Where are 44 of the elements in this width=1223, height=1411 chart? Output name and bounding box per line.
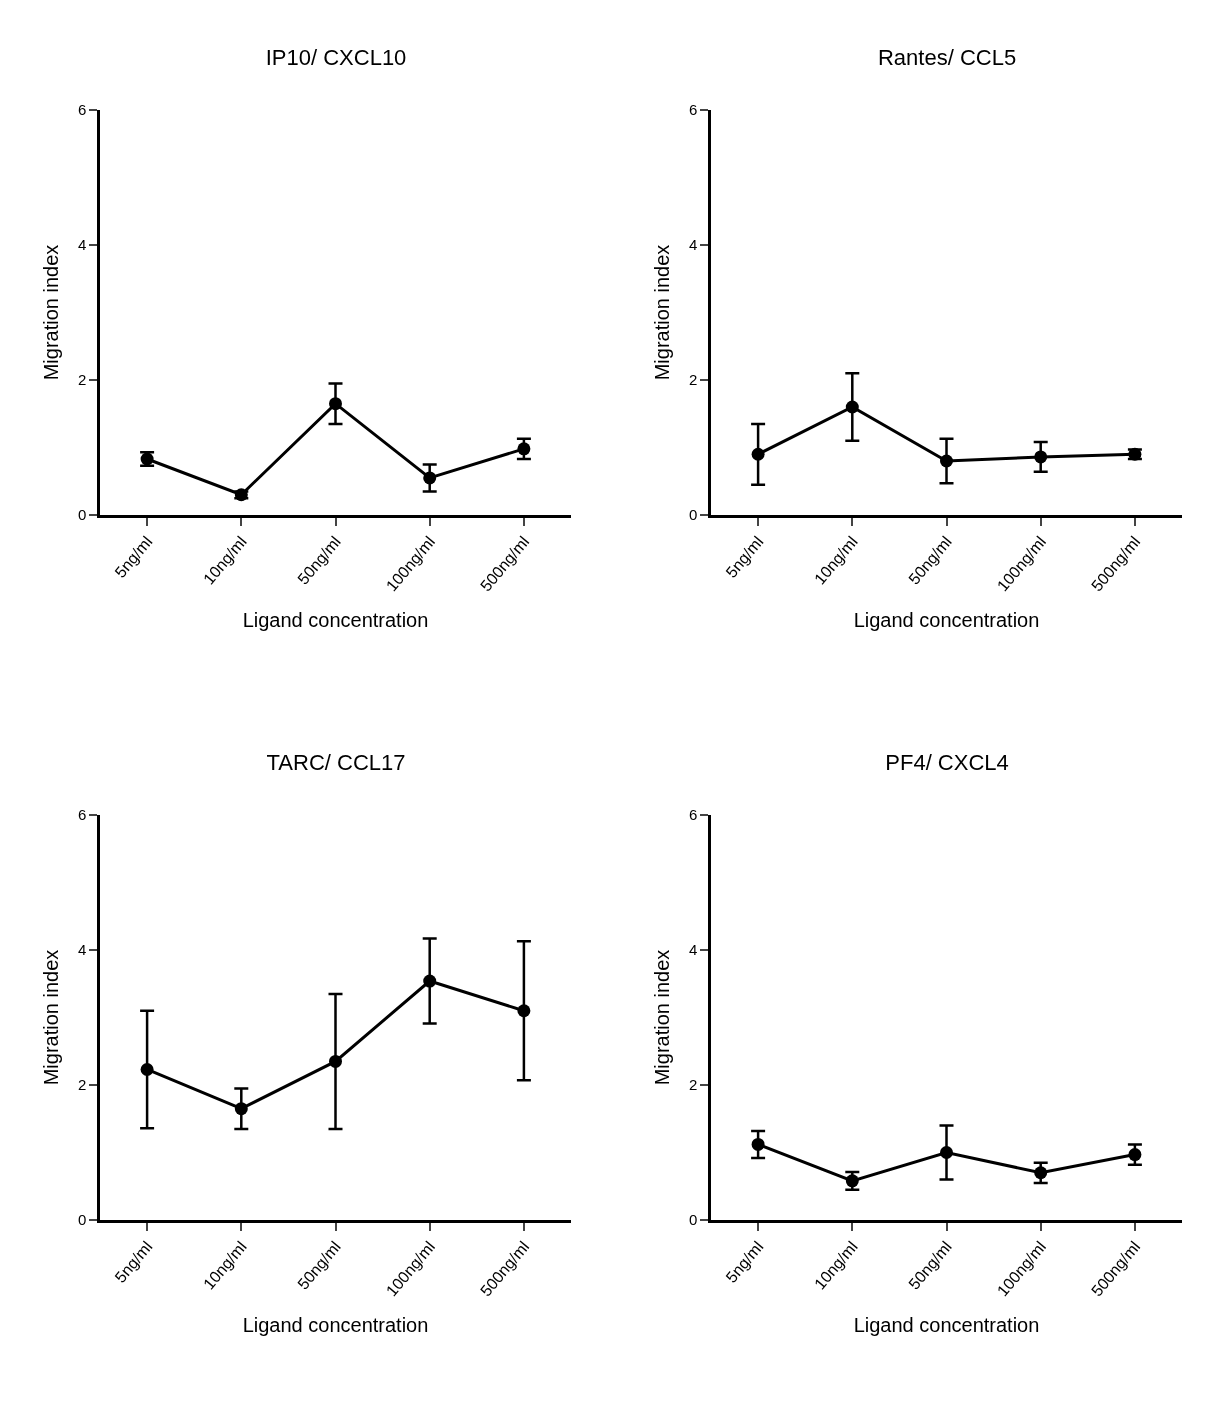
point <box>940 454 953 468</box>
point <box>329 397 342 411</box>
point <box>940 1146 953 1159</box>
chart-title: PF4/ CXCL4 <box>885 749 1009 775</box>
y-tick-label: 6 <box>688 806 698 824</box>
y-tick-label: 4 <box>688 941 698 959</box>
chart-title: IP10/ CXCL10 <box>265 44 407 70</box>
y-tick-label: 2 <box>77 371 87 389</box>
point <box>234 1102 248 1116</box>
point <box>517 442 531 456</box>
chart-title: Rantes/ CCL5 <box>877 44 1017 70</box>
y-axis-title: Migration index <box>40 244 63 381</box>
y-tick-label: 4 <box>77 236 87 254</box>
y-tick-label: 4 <box>688 236 698 254</box>
point <box>845 400 859 414</box>
x-axis-title: Ligand concentration <box>853 608 1040 631</box>
x-axis-title: Ligand concentration <box>242 608 429 631</box>
y-tick-label: 0 <box>688 1211 698 1229</box>
y-tick-label: 6 <box>688 101 698 119</box>
y-tick-label: 0 <box>77 506 87 524</box>
point <box>517 1004 531 1018</box>
point <box>1034 1166 1048 1180</box>
y-tick-label: 4 <box>77 941 87 959</box>
point <box>751 447 765 461</box>
y-tick-label: 2 <box>688 371 698 389</box>
point <box>140 1062 154 1076</box>
point <box>423 471 437 485</box>
point <box>423 974 437 988</box>
y-tick-label: 6 <box>77 101 87 119</box>
y-tick-label: 2 <box>688 1076 698 1094</box>
y-tick-label: 0 <box>77 1211 87 1229</box>
y-tick-label: 6 <box>77 806 87 824</box>
x-axis-title: Ligand concentration <box>242 1313 429 1336</box>
point <box>1128 1148 1142 1162</box>
y-tick-label: 0 <box>688 506 698 524</box>
y-tick-label: 2 <box>77 1076 87 1094</box>
y-axis-title: Migration index <box>651 244 674 381</box>
x-axis-title: Ligand concentration <box>853 1313 1040 1336</box>
point <box>329 1054 342 1068</box>
y-axis-title: Migration index <box>651 949 674 1086</box>
point <box>1034 450 1048 464</box>
y-axis-title: Migration index <box>40 949 63 1086</box>
chart-title: TARC/ CCL17 <box>266 749 406 775</box>
point <box>751 1137 765 1151</box>
